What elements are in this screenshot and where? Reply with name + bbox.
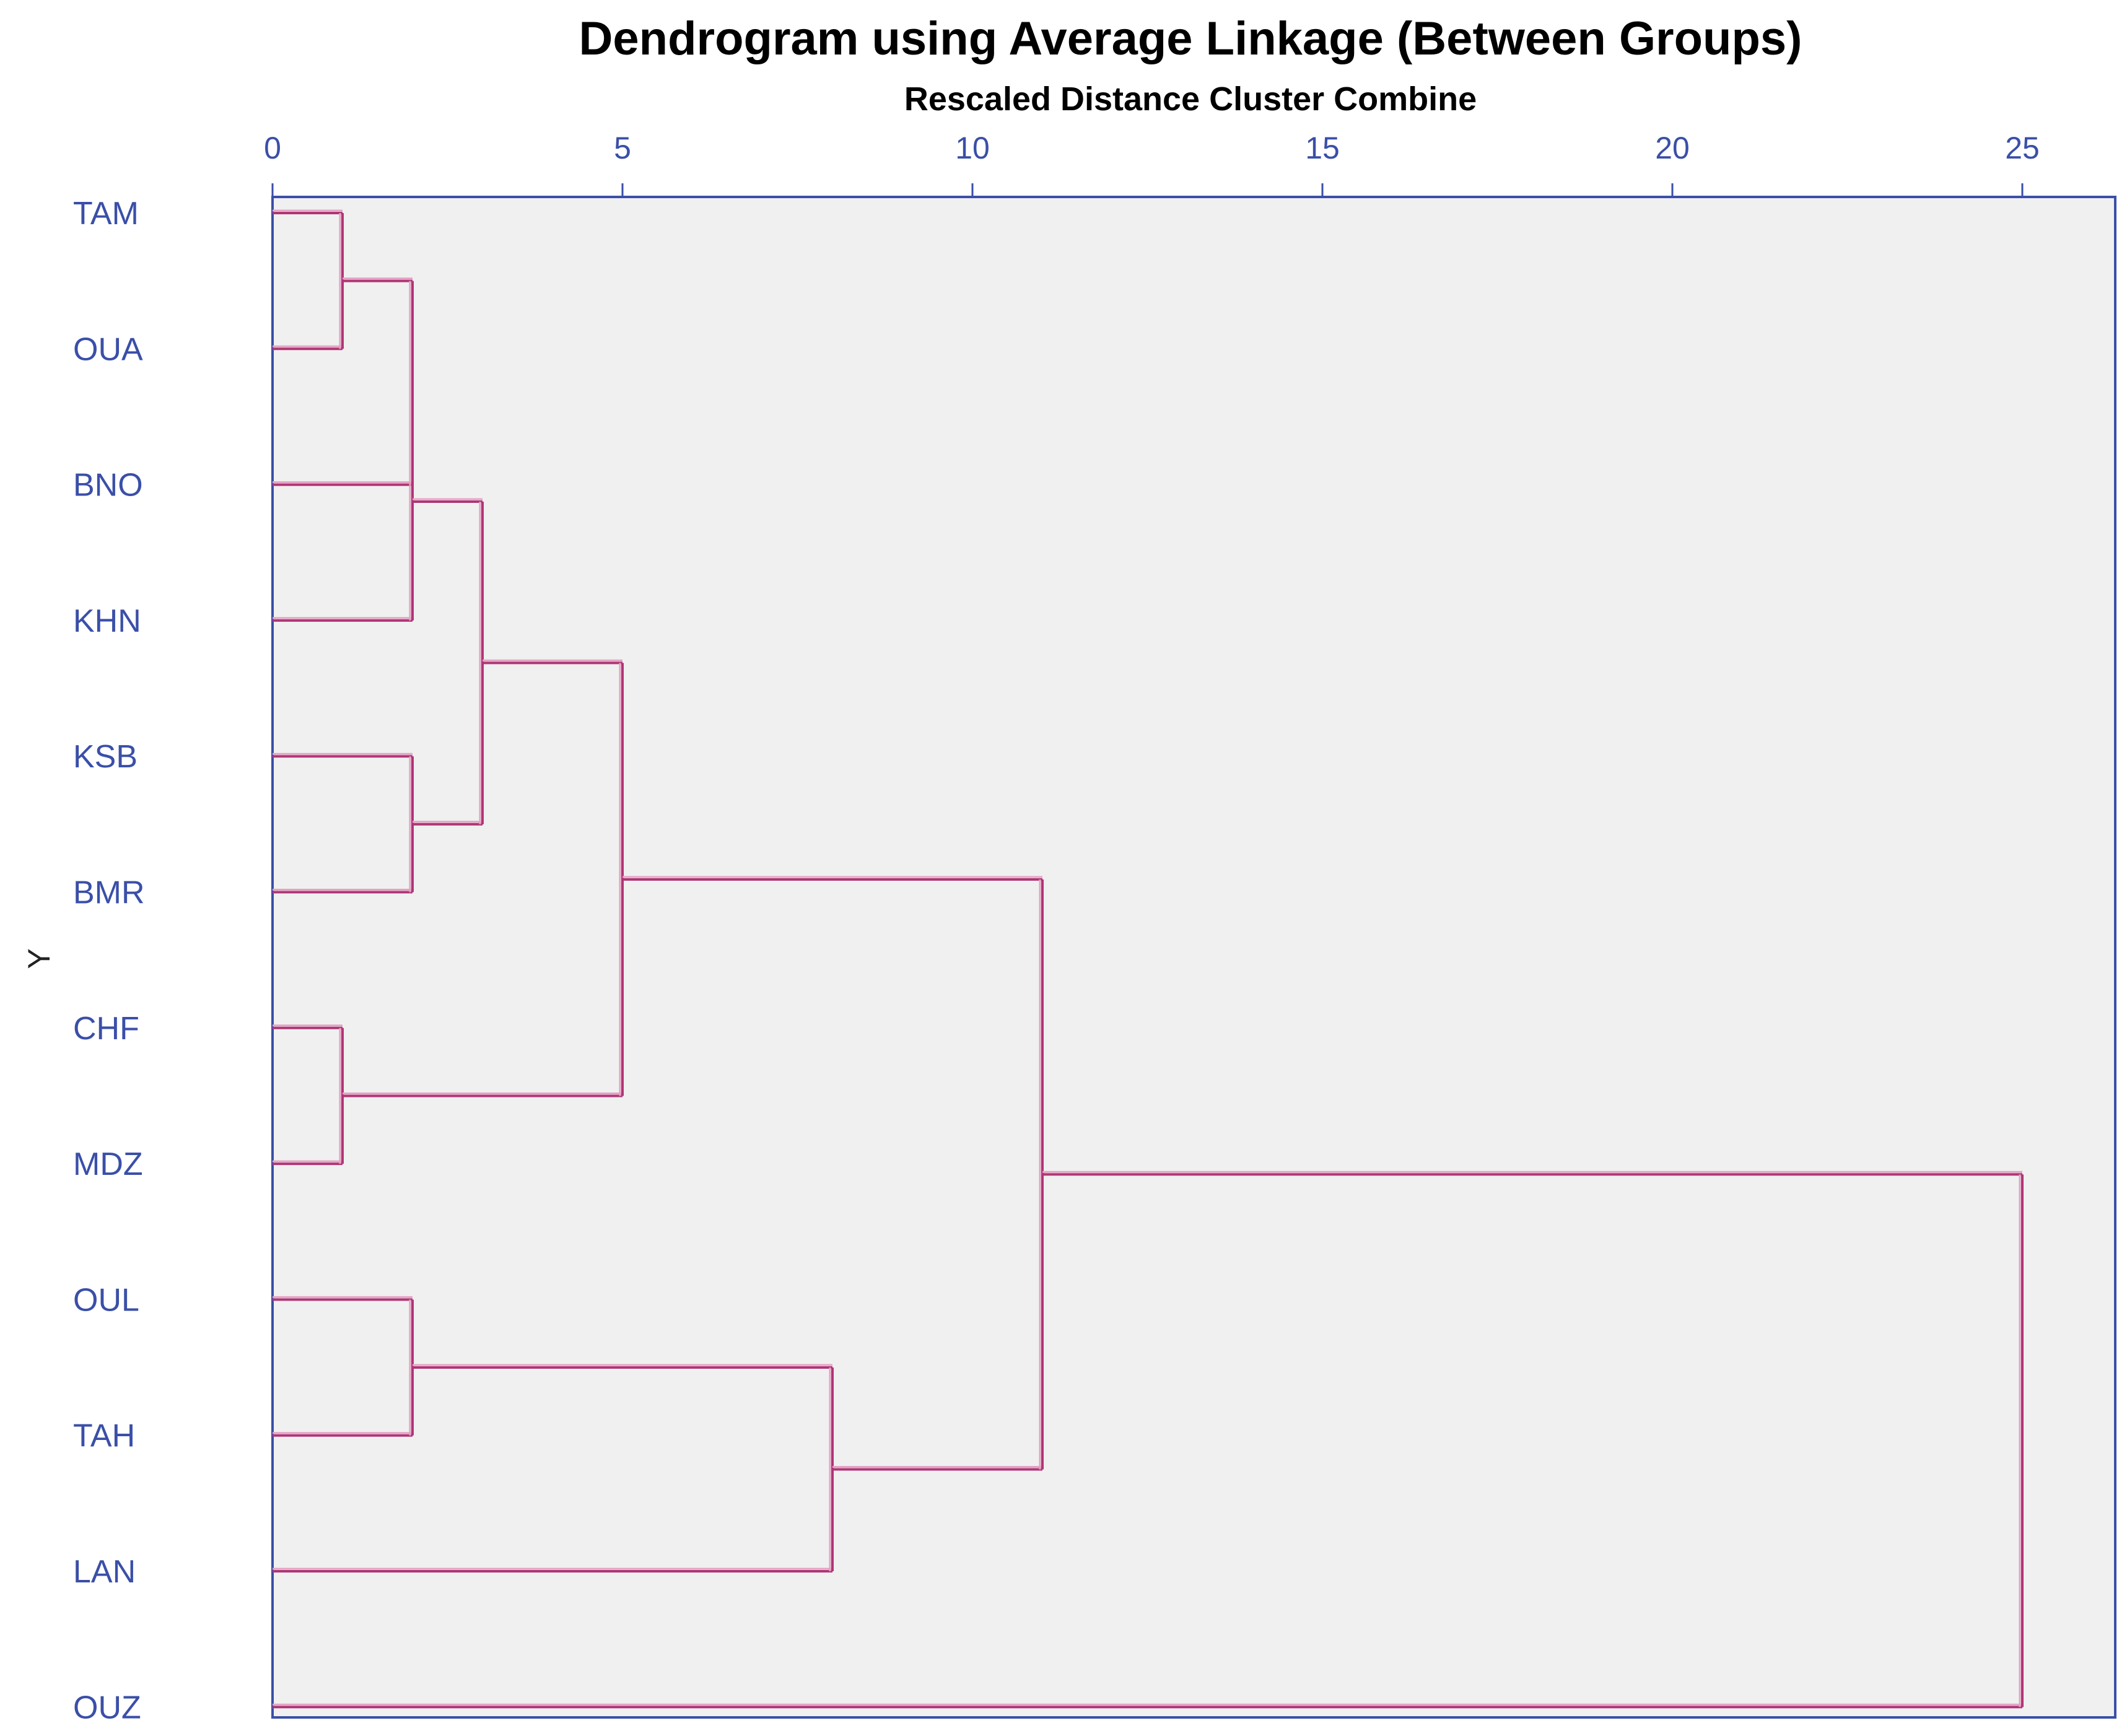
x-tick-label-10: 10 bbox=[955, 131, 990, 165]
x-axis-ticks: 0 5 10 15 20 25 bbox=[264, 131, 2040, 197]
leaf-labels: TAM OUA BNO KHN KSB BMR CHF MDZ OUL TAH LAN OUZ bbox=[73, 196, 145, 1725]
leaf-label-bmr: BMR bbox=[73, 875, 145, 911]
chart-title: Dendrogram using Average Linkage (Betwee… bbox=[579, 12, 1802, 65]
leaf-label-ouz: OUZ bbox=[73, 1690, 141, 1725]
y-axis-label: Y bbox=[22, 948, 56, 969]
leaf-label-chf: CHF bbox=[73, 1011, 139, 1047]
x-tick-label-15: 15 bbox=[1305, 131, 1340, 165]
leaf-label-oul: OUL bbox=[73, 1282, 139, 1318]
leaf-label-oua: OUA bbox=[73, 331, 143, 367]
x-tick-label-5: 5 bbox=[614, 131, 631, 165]
x-tick-label-25: 25 bbox=[2005, 131, 2040, 165]
leaf-label-mdz: MDZ bbox=[73, 1146, 143, 1182]
plot-area bbox=[271, 196, 2116, 1719]
chart-subtitle: Rescaled Distance Cluster Combine bbox=[904, 81, 1477, 118]
leaf-label-lan: LAN bbox=[73, 1554, 136, 1590]
x-tick-label-0: 0 bbox=[264, 131, 281, 165]
leaf-label-ksb: KSB bbox=[73, 739, 138, 775]
leaf-label-tah: TAH bbox=[73, 1418, 135, 1454]
leaf-label-tam: TAM bbox=[73, 196, 139, 232]
x-tick-label-20: 20 bbox=[1655, 131, 1690, 165]
dendrogram-branches bbox=[273, 209, 2024, 1709]
leaf-label-khn: KHN bbox=[73, 603, 141, 639]
leaf-label-bno: BNO bbox=[73, 468, 143, 504]
